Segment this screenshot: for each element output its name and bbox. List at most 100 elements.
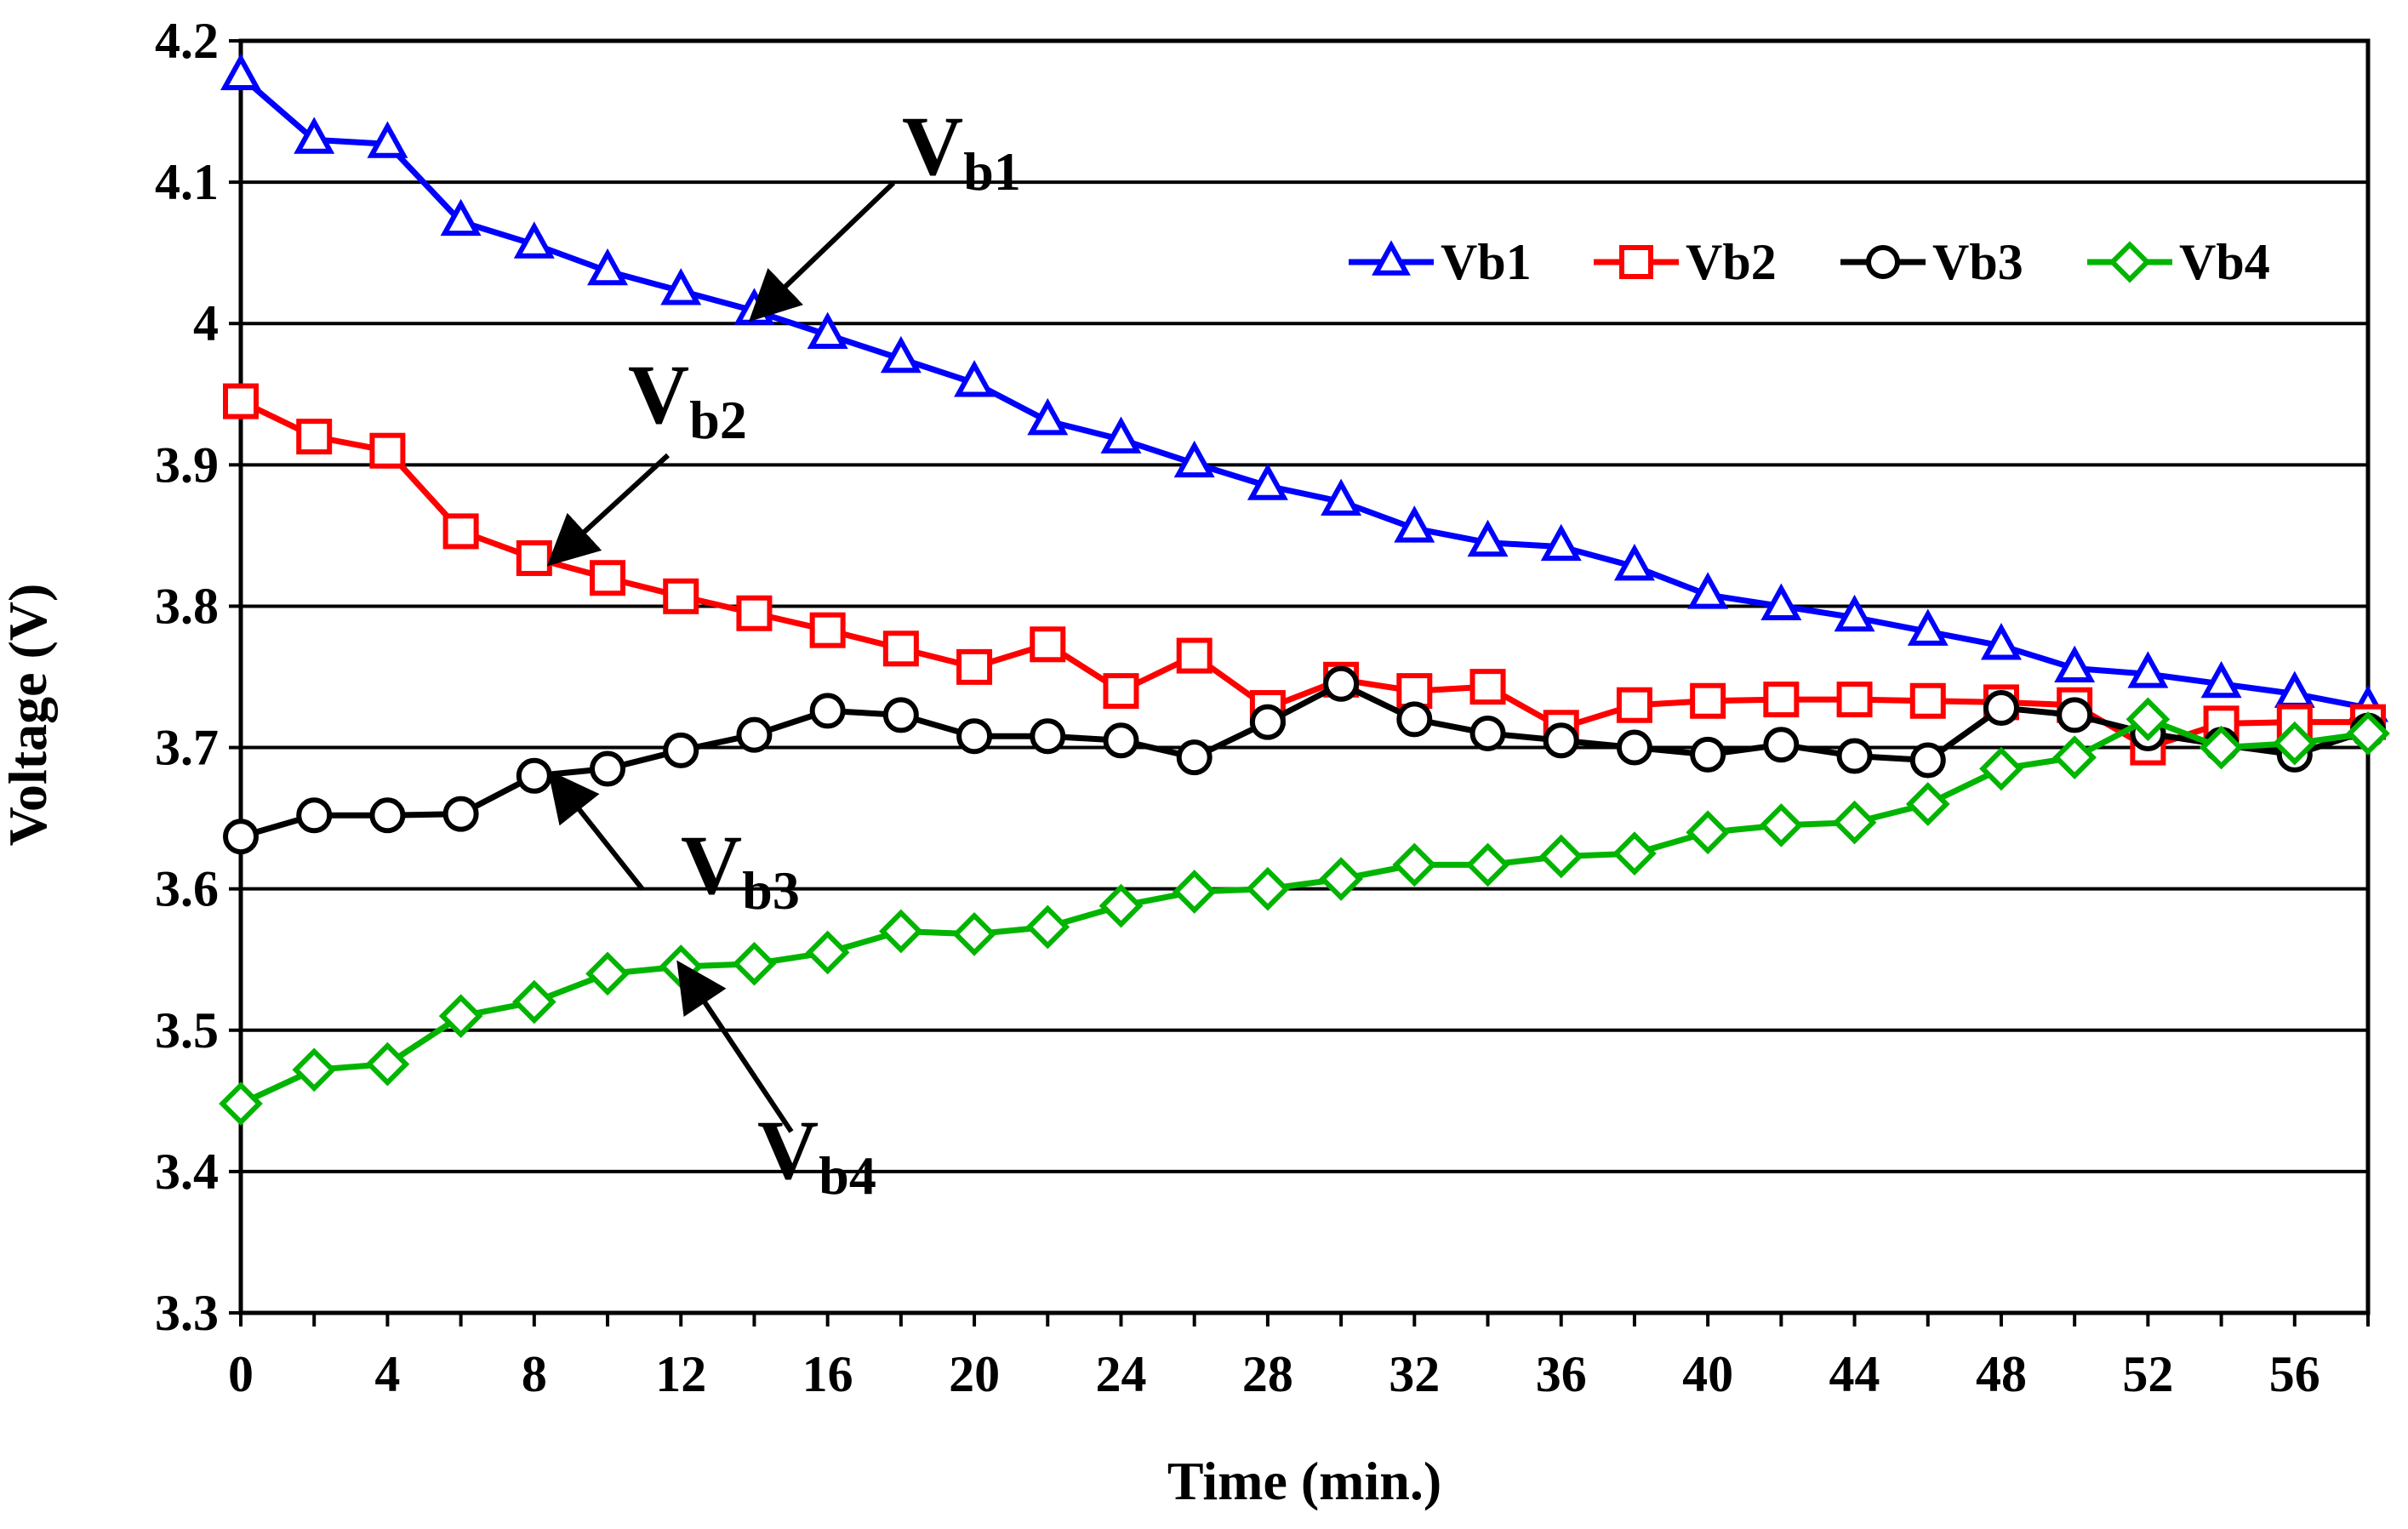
data-point-vb3 bbox=[663, 732, 699, 768]
data-point-vb1 bbox=[1687, 572, 1729, 609]
data-point-vb4 bbox=[1246, 866, 1290, 911]
annotation-label: Vb1 bbox=[902, 99, 1021, 202]
y-tick-label: 3.6 bbox=[155, 861, 219, 917]
data-point-vb3 bbox=[1690, 736, 1726, 773]
data-point-vb4 bbox=[2272, 721, 2317, 766]
data-point-vb1 bbox=[807, 311, 848, 350]
data-point-vb2 bbox=[369, 432, 406, 469]
annotation-vb3: Vb3 bbox=[547, 769, 800, 921]
annotation-label: Vb4 bbox=[757, 1103, 876, 1206]
data-point-vb1 bbox=[660, 268, 702, 305]
y-tick-label: 3.5 bbox=[155, 1002, 219, 1058]
data-point-vb4 bbox=[732, 941, 777, 986]
legend-label: Vb3 bbox=[1932, 234, 2023, 290]
data-point-vb1 bbox=[1834, 594, 1875, 632]
x-tick-label: 28 bbox=[1242, 1346, 1293, 1402]
data-point-vb4 bbox=[1612, 831, 1657, 876]
data-point-vb1 bbox=[1467, 519, 1509, 557]
annotation-vb4: Vb4 bbox=[676, 960, 876, 1206]
data-point-vb4 bbox=[879, 909, 923, 954]
data-point-vb1 bbox=[1613, 544, 1655, 581]
data-point-vb3 bbox=[809, 693, 846, 729]
data-point-vb2 bbox=[882, 630, 919, 667]
data-point-vb2 bbox=[296, 419, 333, 455]
data-point-vb3 bbox=[2057, 697, 2093, 733]
data-point-vb1 bbox=[1247, 463, 1288, 500]
data-point-vb4 bbox=[2199, 725, 2244, 770]
data-point-vb3 bbox=[223, 819, 259, 855]
x-tick-label: 0 bbox=[228, 1346, 254, 1402]
data-point-vb1 bbox=[1760, 583, 1802, 620]
data-point-vb4 bbox=[1172, 870, 1217, 914]
annotation-label-base: V bbox=[902, 99, 963, 193]
annotation-label-sub: b4 bbox=[819, 1145, 876, 1206]
series-vb1 bbox=[220, 53, 2388, 722]
data-point-vb2 bbox=[1396, 673, 1433, 710]
data-point-vb4 bbox=[1759, 803, 1804, 847]
data-point-vb2 bbox=[1030, 626, 1066, 663]
legend-label: Vb4 bbox=[2179, 234, 2270, 290]
data-point-vb3 bbox=[1983, 690, 2019, 727]
legend-item-vb1: Vb1 bbox=[1349, 234, 1532, 290]
data-point-vb4 bbox=[438, 994, 483, 1039]
data-point-vb2 bbox=[590, 560, 626, 596]
annotation-label-sub: b3 bbox=[742, 860, 800, 921]
data-point-vb3 bbox=[369, 797, 406, 834]
data-point-vb4 bbox=[1025, 904, 1070, 950]
x-tick-label: 12 bbox=[655, 1346, 706, 1402]
legend-marker bbox=[1619, 245, 1653, 279]
y-tick-label: 3.7 bbox=[155, 720, 219, 776]
data-point-vb4 bbox=[511, 979, 556, 1024]
data-point-vb3 bbox=[1909, 742, 1946, 779]
data-point-vb2 bbox=[1836, 682, 1873, 718]
data-point-vb1 bbox=[1027, 397, 1069, 436]
data-point-vb4 bbox=[2346, 711, 2390, 756]
data-point-vb3 bbox=[1323, 665, 1360, 702]
data-point-vb1 bbox=[1321, 478, 1362, 516]
data-point-vb3 bbox=[1030, 718, 1066, 755]
data-point-vb4 bbox=[1098, 883, 1144, 928]
data-point-vb1 bbox=[1100, 416, 1142, 454]
data-point-vb4 bbox=[952, 911, 996, 956]
y-tick-label: 3.3 bbox=[155, 1285, 219, 1341]
annotation-vb2: Vb2 bbox=[546, 347, 747, 567]
x-tick-label: 20 bbox=[949, 1346, 1000, 1402]
x-tick-label: 44 bbox=[1829, 1346, 1880, 1402]
annotation-label: Vb3 bbox=[681, 818, 800, 921]
data-point-vb2 bbox=[1763, 682, 1800, 718]
data-point-vb4 bbox=[1538, 834, 1583, 879]
annotation-label-base: V bbox=[628, 347, 689, 442]
data-point-vb4 bbox=[1979, 746, 2023, 791]
data-point-vb1 bbox=[1173, 440, 1215, 478]
y-tick-label: 3.8 bbox=[155, 578, 219, 634]
data-point-vb1 bbox=[954, 360, 996, 397]
data-point-vb4 bbox=[292, 1047, 337, 1093]
annotation-arrow bbox=[547, 769, 645, 891]
legend-item-vb3: Vb3 bbox=[1840, 234, 2023, 290]
data-point-vb2 bbox=[516, 539, 552, 576]
data-point-vb2 bbox=[663, 578, 699, 614]
annotation-arrow bbox=[748, 180, 896, 322]
data-point-vb3 bbox=[1103, 722, 1139, 759]
legend-label: Vb1 bbox=[1441, 234, 1532, 290]
data-point-vb1 bbox=[1540, 523, 1582, 562]
annotation-label-base: V bbox=[681, 818, 742, 912]
plot-frame bbox=[238, 38, 2371, 1315]
data-point-vb4 bbox=[1465, 842, 1510, 887]
legend-item-vb4: Vb4 bbox=[2087, 234, 2270, 290]
gridlines bbox=[241, 180, 2368, 1173]
x-tick-label: 56 bbox=[2269, 1346, 2320, 1402]
data-point-vb4 bbox=[1319, 857, 1363, 901]
data-point-vb4 bbox=[365, 1041, 410, 1087]
data-point-vb2 bbox=[223, 383, 259, 419]
data-point-vb3 bbox=[1249, 704, 1286, 740]
annotation-label-sub: b2 bbox=[689, 390, 747, 450]
data-point-vb4 bbox=[1686, 810, 1730, 855]
legend: Vb1 Vb2 Vb3 Vb4 bbox=[1349, 234, 2270, 290]
data-point-vb1 bbox=[2200, 660, 2242, 699]
data-point-vb4 bbox=[1832, 800, 1877, 845]
data-point-vb1 bbox=[1980, 623, 2022, 660]
data-point-vb4 bbox=[585, 951, 630, 996]
data-point-vb2 bbox=[1616, 687, 1652, 723]
